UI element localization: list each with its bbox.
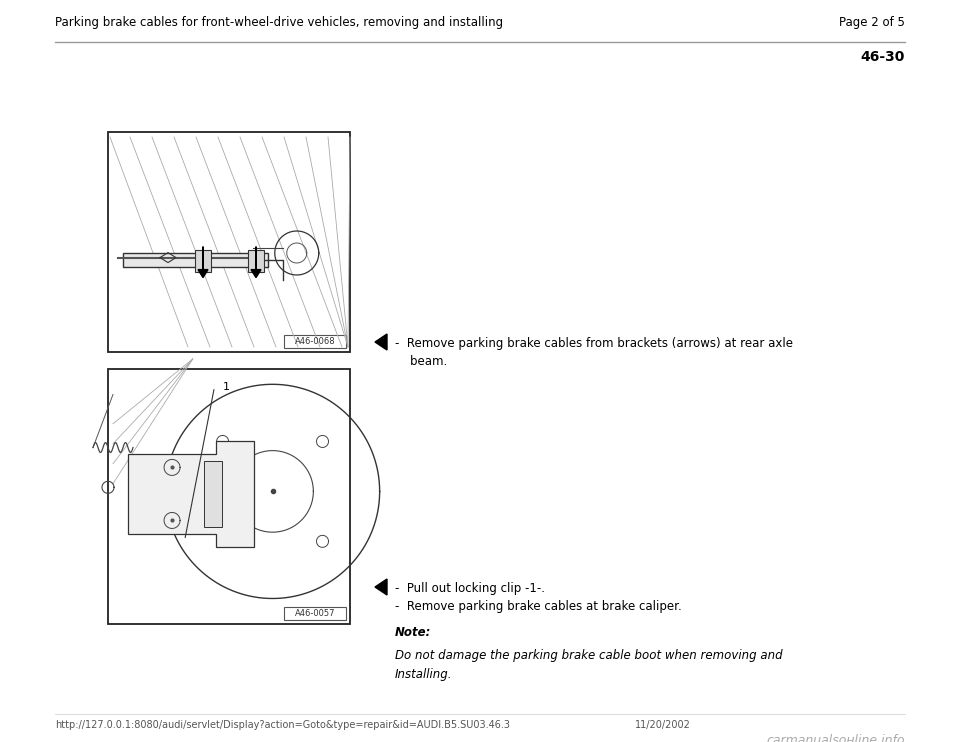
Bar xyxy=(195,249,211,272)
Text: -  Remove parking brake cables from brackets (arrows) at rear axle
    beam.: - Remove parking brake cables from brack… xyxy=(395,337,793,368)
Text: A46-0057: A46-0057 xyxy=(295,609,335,618)
Text: A46-0068: A46-0068 xyxy=(295,337,335,346)
Text: http://127.0.0.1:8080/audi/servlet/Display?action=Goto&type=repair&id=AUDI.B5.SU: http://127.0.0.1:8080/audi/servlet/Displ… xyxy=(55,720,510,730)
Text: Note:: Note: xyxy=(395,626,431,639)
Bar xyxy=(123,252,268,266)
Text: carmanualsонline.info: carmanualsонline.info xyxy=(766,734,905,742)
FancyArrow shape xyxy=(251,246,261,278)
Text: 46-30: 46-30 xyxy=(860,50,905,64)
Bar xyxy=(108,369,350,624)
Bar xyxy=(204,461,223,527)
Polygon shape xyxy=(375,579,387,595)
Text: Do not damage the parking brake cable boot when removing and
Installing.: Do not damage the parking brake cable bo… xyxy=(395,649,782,681)
Text: 1: 1 xyxy=(223,382,229,392)
Bar xyxy=(248,249,264,272)
Text: -  Remove parking brake cables at brake caliper.: - Remove parking brake cables at brake c… xyxy=(395,600,682,613)
Text: Parking brake cables for front-wheel-drive vehicles, removing and installing: Parking brake cables for front-wheel-dri… xyxy=(55,16,503,29)
Bar xyxy=(284,607,346,620)
FancyArrow shape xyxy=(198,246,208,278)
Text: -  Pull out locking clip -1-.: - Pull out locking clip -1-. xyxy=(395,582,545,595)
Polygon shape xyxy=(128,441,253,547)
Bar xyxy=(108,132,350,352)
Bar xyxy=(284,335,346,348)
Text: 11/20/2002: 11/20/2002 xyxy=(635,720,691,730)
Polygon shape xyxy=(375,334,387,350)
Text: Page 2 of 5: Page 2 of 5 xyxy=(839,16,905,29)
